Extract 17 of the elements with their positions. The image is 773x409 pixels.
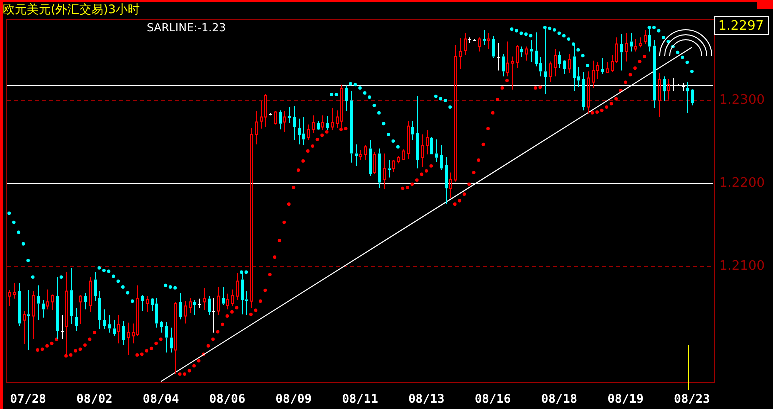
- x-tick-label: 08/18: [541, 392, 578, 406]
- y-tick-label: 1.2100: [720, 258, 766, 274]
- x-tick-label: 08/04: [143, 392, 180, 406]
- x-tick-label: 08/13: [408, 392, 445, 406]
- y-tick-label: 1.2300: [720, 93, 766, 108]
- annotation: SARLINE:-1.23: [147, 21, 226, 34]
- x-tick-label: 08/11: [342, 392, 378, 406]
- x-tick-label: 08/19: [608, 392, 644, 406]
- chart-title: 欧元美元(外汇交易)3小时: [3, 2, 140, 16]
- x-tick-label: 08/06: [209, 392, 246, 406]
- text: 1.2297: [718, 18, 764, 34]
- x-tick-label: 07/28: [10, 392, 46, 406]
- x-tick-label: 08/23: [674, 392, 710, 406]
- y-tick-label: 1.2200: [720, 176, 766, 191]
- x-tick-label: 08/16: [474, 392, 512, 406]
- x-tick-label: 08/02: [76, 392, 113, 406]
- x-tick-label: 08/09: [276, 392, 312, 406]
